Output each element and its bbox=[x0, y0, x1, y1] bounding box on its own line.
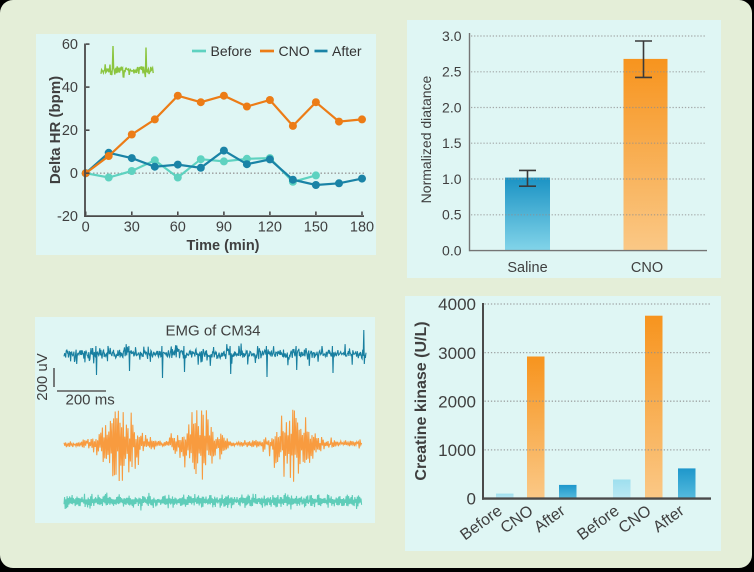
svg-text:20: 20 bbox=[62, 123, 78, 139]
svg-text:Before: Before bbox=[211, 43, 252, 59]
svg-text:CNO: CNO bbox=[631, 260, 663, 276]
svg-text:Time (min): Time (min) bbox=[186, 238, 259, 254]
svg-text:1.5: 1.5 bbox=[442, 135, 462, 151]
svg-text:2.5: 2.5 bbox=[442, 64, 462, 80]
svg-text:0.5: 0.5 bbox=[442, 207, 462, 223]
svg-text:Delta HR (bpm): Delta HR (bpm) bbox=[47, 76, 64, 184]
svg-text:0: 0 bbox=[70, 166, 78, 182]
svg-text:Creatine kinase (U/L): Creatine kinase (U/L) bbox=[413, 321, 430, 480]
svg-text:EMG of CM34: EMG of CM34 bbox=[165, 323, 260, 340]
svg-text:4000: 4000 bbox=[438, 296, 476, 314]
svg-text:200 ms: 200 ms bbox=[66, 392, 115, 409]
svg-text:2000: 2000 bbox=[438, 393, 476, 412]
svg-text:30: 30 bbox=[124, 220, 140, 236]
svg-text:1000: 1000 bbox=[438, 441, 476, 460]
svg-text:180: 180 bbox=[350, 220, 374, 236]
svg-text:90: 90 bbox=[216, 220, 232, 236]
svg-text:CNO: CNO bbox=[616, 502, 655, 537]
svg-text:60: 60 bbox=[170, 220, 186, 236]
svg-text:-20: -20 bbox=[57, 209, 78, 225]
svg-text:After: After bbox=[332, 43, 362, 59]
svg-text:CNO: CNO bbox=[498, 502, 537, 537]
svg-text:0: 0 bbox=[82, 220, 90, 236]
svg-text:3000: 3000 bbox=[438, 344, 476, 363]
svg-text:3.0: 3.0 bbox=[442, 28, 462, 44]
svg-text:200 uV: 200 uV bbox=[35, 353, 51, 401]
svg-text:60: 60 bbox=[62, 37, 78, 53]
svg-text:After: After bbox=[650, 502, 688, 536]
svg-text:2.0: 2.0 bbox=[442, 99, 462, 115]
svg-text:Saline: Saline bbox=[507, 260, 547, 276]
svg-text:0.0: 0.0 bbox=[442, 242, 462, 258]
svg-text:1.0: 1.0 bbox=[442, 171, 462, 187]
svg-text:Normalized diatance: Normalized diatance bbox=[418, 75, 434, 203]
svg-text:120: 120 bbox=[258, 220, 282, 236]
svg-text:0: 0 bbox=[467, 490, 476, 509]
svg-text:150: 150 bbox=[304, 220, 328, 236]
svg-text:40: 40 bbox=[62, 80, 78, 96]
svg-text:After: After bbox=[531, 502, 569, 536]
svg-text:CNO: CNO bbox=[279, 43, 310, 59]
